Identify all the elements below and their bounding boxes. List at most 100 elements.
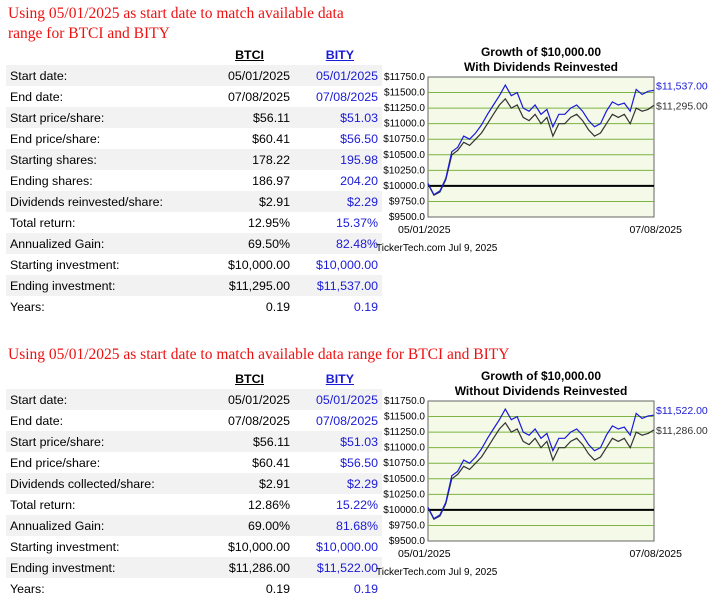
section-2-heading: Using 05/01/2025 as start date to match …	[8, 346, 510, 363]
bity-value: $11,522.00	[294, 557, 382, 578]
y-tick-label: $9500.0	[389, 536, 426, 547]
table-row: Ending shares: 186.97 204.20	[6, 170, 382, 191]
source-footer: TickerTech.com Jul 9, 2025	[376, 243, 498, 254]
table-row: Years: 0.19 0.19	[6, 578, 382, 599]
table-row: End date: 07/08/2025 07/08/2025	[6, 410, 382, 431]
end-value-label-btci: $11,295.00	[656, 100, 708, 112]
row-label: Start price/share:	[6, 107, 200, 128]
bity-value: $51.03	[294, 107, 382, 128]
bity-value: 0.19	[353, 299, 378, 314]
series-line-btci	[427, 421, 655, 521]
btci-value: $56.11	[200, 107, 294, 128]
table-row: Start date: 05/01/2025 05/01/2025	[6, 389, 382, 410]
bity-value: 05/01/2025	[294, 389, 382, 410]
table-row: Starting investment: $10,000.00 $10,000.00	[6, 536, 382, 557]
table-row: End price/share: $60.41 $56.50	[6, 452, 382, 473]
row-label: End date:	[10, 413, 64, 428]
btci-value: $2.91	[200, 191, 294, 212]
y-tick-label: $10250.0	[383, 165, 425, 176]
column-header-bity: BITY	[325, 47, 354, 62]
table-row: Ending investment: $11,286.00 $11,522.00	[6, 557, 382, 578]
y-tick-label: $11000.0	[384, 119, 425, 130]
table-row: Starting investment: $10,000.00 $10,000.00	[6, 254, 382, 275]
end-value-label-bity: $11,522.00	[656, 405, 708, 417]
table-row: Annualized Gain: 69.00% 81.68%	[6, 515, 382, 536]
btci-value: $11,286.00	[200, 557, 294, 578]
bity-value: 15.37%	[335, 215, 378, 230]
btci-value: 0.19	[265, 299, 290, 314]
btci-value: $56.11	[200, 431, 294, 452]
y-tick-label: $9500.0	[389, 212, 426, 223]
table-row: Years: 0.19 0.19	[6, 296, 382, 317]
btci-value: 05/01/2025	[200, 65, 294, 86]
source-footer: TickerTech.com Jul 9, 2025	[376, 567, 498, 578]
row-label: Ending shares:	[10, 173, 93, 188]
plot-area	[427, 400, 655, 542]
y-tick-label: $10750.0	[383, 134, 425, 145]
y-tick-label: $10000.0	[383, 505, 425, 516]
bity-value: 07/08/2025	[315, 89, 378, 104]
comparison-table-collected: BTCI BITY Start date: 05/01/2025 05/01/202…	[6, 368, 382, 599]
bity-value: $11,537.00	[294, 275, 382, 296]
x-start-label: 05/01/2025	[398, 224, 451, 236]
x-end-label: 07/08/2025	[629, 224, 682, 236]
table-row: Dividends collected/share: $2.91 $2.29	[6, 473, 382, 494]
bity-value: 204.20	[340, 173, 378, 188]
row-label: Annualized Gain:	[6, 233, 200, 254]
bity-value: 0.19	[353, 581, 378, 596]
row-label: Starting shares:	[6, 149, 200, 170]
btci-value: 05/01/2025	[200, 389, 294, 410]
row-label: Start date:	[6, 65, 200, 86]
column-header-btci: BTCI	[235, 47, 264, 62]
btci-value: $10,000.00	[227, 257, 290, 272]
table-row: Total return: 12.86% 15.22%	[6, 494, 382, 515]
btci-value: $60.41	[252, 131, 290, 146]
bity-value: $10,000.00	[315, 539, 378, 554]
btci-value: 07/08/2025	[227, 89, 290, 104]
bity-value: $51.03	[294, 431, 382, 452]
btci-value: 07/08/2025	[227, 413, 290, 428]
chart-title: Growth of $10,000.00	[481, 45, 601, 59]
column-header-btci: BTCI	[235, 371, 264, 386]
y-tick-label: $11750.0	[384, 396, 425, 407]
btci-value: $60.41	[252, 455, 290, 470]
x-end-label: 07/08/2025	[629, 548, 682, 560]
bity-value: $2.29	[294, 191, 382, 212]
table-row: Dividends reinvested/share: $2.91 $2.29	[6, 191, 382, 212]
chart-subtitle: With Dividends Reinvested	[464, 60, 618, 74]
plot-area	[427, 76, 655, 218]
y-tick-label: $11500.0	[384, 88, 425, 99]
y-tick-label: $11250.0	[384, 103, 425, 114]
btci-value: 12.86%	[247, 497, 290, 512]
btci-value: 69.00%	[200, 515, 294, 536]
btci-value: 186.97	[252, 173, 290, 188]
series-line-bity	[427, 407, 655, 520]
row-label: Annualized Gain:	[6, 515, 200, 536]
y-tick-label: $9750.0	[389, 196, 426, 207]
table-row: Ending investment: $11,295.00 $11,537.00	[6, 275, 382, 296]
bity-value: $2.29	[294, 473, 382, 494]
row-label: Start date:	[6, 389, 200, 410]
bity-value: $56.50	[340, 455, 378, 470]
btci-value: $10,000.00	[227, 539, 290, 554]
row-label: Dividends reinvested/share:	[6, 191, 200, 212]
table-row: Starting shares: 178.22 195.98	[6, 149, 382, 170]
bity-value: $56.50	[340, 131, 378, 146]
btci-value: 0.19	[265, 581, 290, 596]
y-tick-label: $10500.0	[383, 150, 425, 161]
series-line-btci	[427, 97, 655, 197]
bity-value: 82.48%	[294, 233, 382, 254]
bity-value: $10,000.00	[315, 257, 378, 272]
row-label: Starting investment:	[10, 257, 120, 272]
btci-value: $11,295.00	[200, 275, 294, 296]
table-row: End price/share: $60.41 $56.50	[6, 128, 382, 149]
column-header-bity: BITY	[325, 371, 354, 386]
table-row: End date: 07/08/2025 07/08/2025	[6, 86, 382, 107]
y-tick-label: $10500.0	[383, 474, 425, 485]
bity-value: 07/08/2025	[315, 413, 378, 428]
chart-title: Growth of $10,000.00	[481, 369, 601, 383]
row-label: Dividends collected/share:	[6, 473, 200, 494]
btci-value: 178.22	[200, 149, 294, 170]
y-tick-label: $11750.0	[384, 72, 425, 83]
table-row: Total return: 12.95% 15.37%	[6, 212, 382, 233]
